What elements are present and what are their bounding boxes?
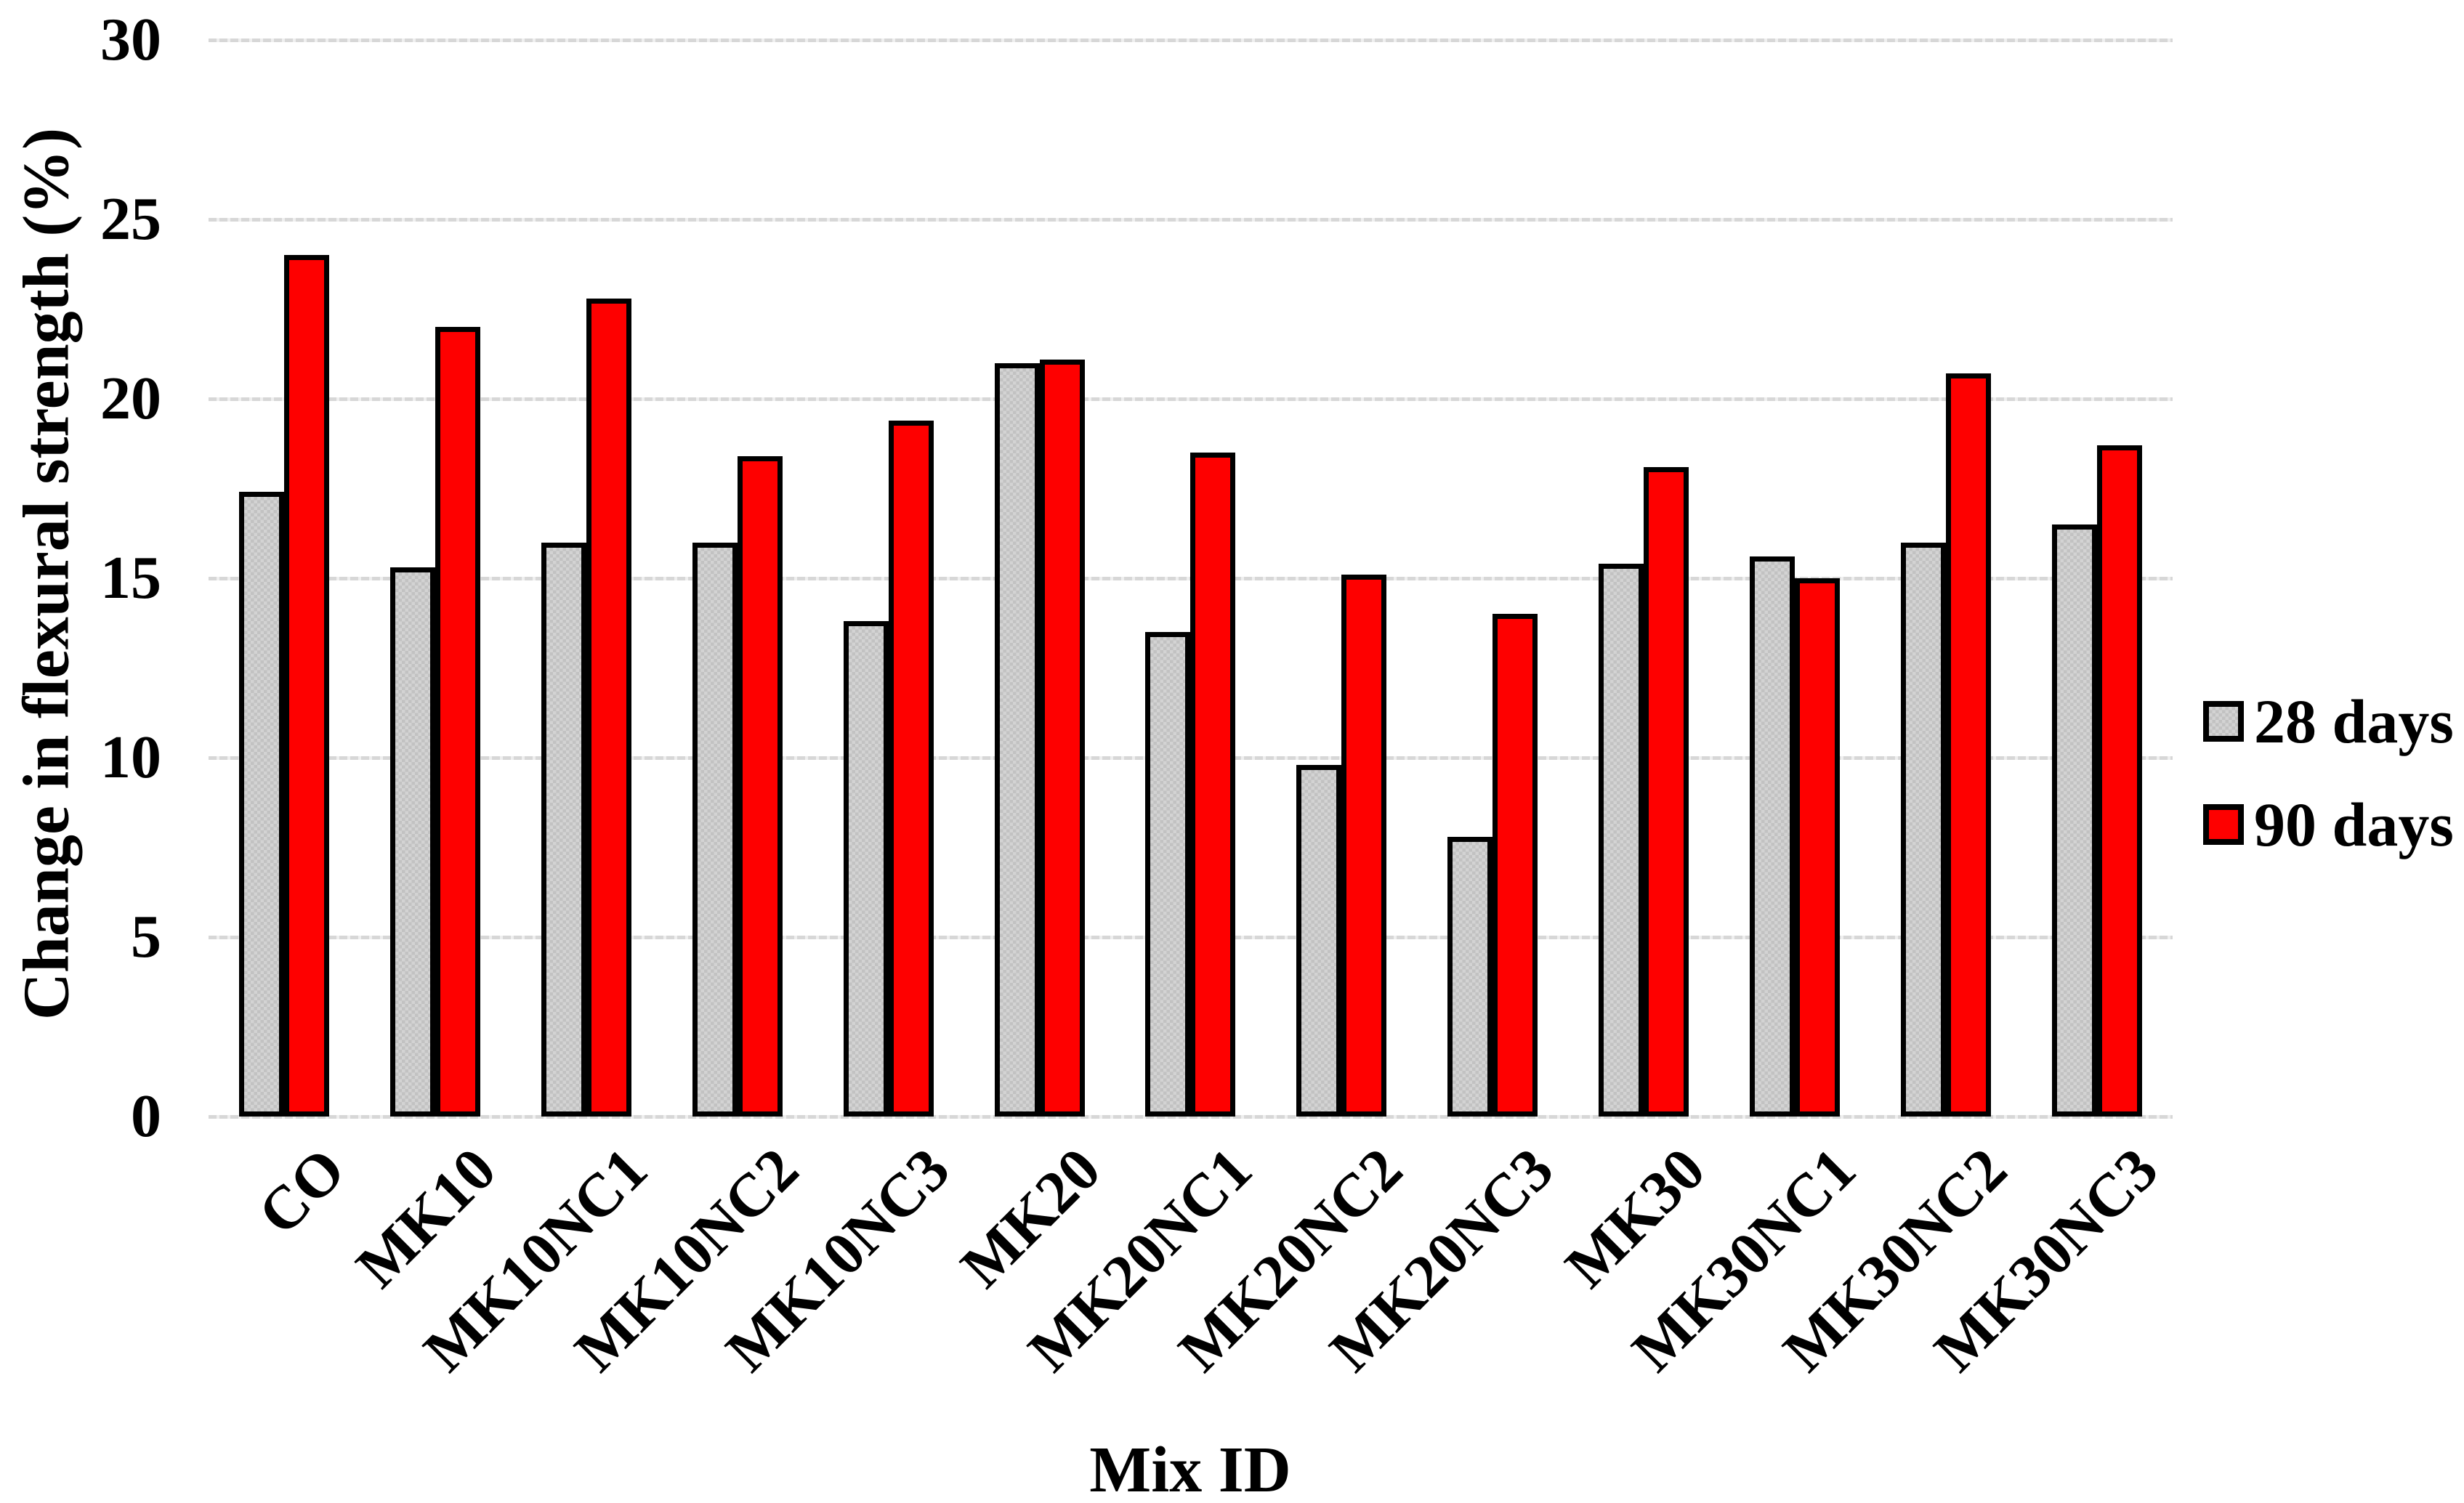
bar-group-MK20NC2 — [1266, 40, 1417, 1117]
bar-MK10NC1-90-days — [586, 298, 631, 1117]
gridline-y-20 — [209, 397, 2173, 401]
bar-group-MK10NC1 — [511, 40, 662, 1117]
bar-MK20NC1-90-days — [1190, 453, 1236, 1117]
bar-MK30NC1-28-days — [1750, 556, 1796, 1117]
bar-MK30NC3-90-days — [2097, 445, 2143, 1117]
bar-MK30-28-days — [1599, 564, 1644, 1117]
bar-group-MK20NC3 — [1417, 40, 1568, 1117]
bar-MK10NC3-28-days — [843, 621, 889, 1117]
bar-MK30NC3-28-days — [2052, 524, 2098, 1117]
bar-MK30NC2-28-days — [1901, 542, 1947, 1117]
bar-MK10NC2-90-days — [737, 456, 783, 1117]
bar-group-MK10NC2 — [662, 40, 813, 1117]
y-tick-label-30: 30 — [100, 6, 161, 73]
legend: 28 days 90 days — [2203, 689, 2454, 857]
bar-group-MK30NC1 — [1719, 40, 1870, 1117]
legend-item-28-days: 28 days — [2203, 689, 2454, 754]
bar-MK20NC1-28-days — [1145, 632, 1191, 1117]
y-tick-label-20: 20 — [100, 365, 161, 432]
bar-group-MK20NC1 — [1115, 40, 1267, 1117]
bar-CO-90-days — [283, 255, 329, 1117]
bar-MK30NC1-90-days — [1795, 578, 1841, 1117]
bar-MK20NC2-90-days — [1341, 575, 1387, 1117]
x-axis-title: Mix ID — [1089, 1434, 1291, 1503]
bar-MK20NC2-28-days — [1296, 764, 1342, 1117]
y-tick-label-0: 0 — [131, 1082, 161, 1150]
bar-MK10NC1-28-days — [541, 542, 586, 1117]
legend-swatch-90-days-icon — [2203, 804, 2244, 845]
bar-groups — [209, 40, 2173, 1117]
bar-MK10-28-days — [389, 567, 435, 1117]
bar-MK10NC3-90-days — [888, 420, 934, 1117]
legend-item-90-days: 90 days — [2203, 792, 2454, 857]
y-tick-label-25: 25 — [100, 185, 161, 253]
bar-group-MK10NC3 — [813, 40, 964, 1117]
y-tick-label-5: 5 — [131, 903, 161, 971]
bar-group-MK30NC2 — [1870, 40, 2021, 1117]
bar-group-MK30NC3 — [2021, 40, 2173, 1117]
bar-MK30-90-days — [1644, 466, 1689, 1117]
bar-group-MK30 — [1568, 40, 1719, 1117]
bar-MK30NC2-90-days — [1946, 373, 1992, 1117]
bar-group-CO — [209, 40, 360, 1117]
bar-group-MK10 — [360, 40, 511, 1117]
x-tick-label-CO: CO — [245, 1135, 358, 1248]
y-tick-label-15: 15 — [100, 544, 161, 612]
y-tick-label-10: 10 — [100, 724, 161, 791]
gridline-y-30 — [209, 39, 2173, 42]
legend-label-28-days: 28 days — [2254, 686, 2454, 756]
bar-MK10-90-days — [435, 327, 480, 1117]
bar-MK10NC2-28-days — [692, 542, 738, 1117]
bar-MK20-90-days — [1039, 359, 1085, 1117]
bar-CO-28-days — [238, 492, 284, 1117]
gridline-y-0 — [209, 1115, 2173, 1119]
legend-swatch-28-days-icon — [2203, 701, 2244, 742]
bar-MK20NC3-28-days — [1447, 836, 1493, 1117]
bar-group-MK20 — [964, 40, 1115, 1117]
bar-MK20NC3-90-days — [1492, 614, 1538, 1117]
legend-label-90-days: 90 days — [2254, 790, 2454, 859]
gridline-y-25 — [209, 218, 2173, 222]
bar-MK20-28-days — [994, 362, 1040, 1117]
